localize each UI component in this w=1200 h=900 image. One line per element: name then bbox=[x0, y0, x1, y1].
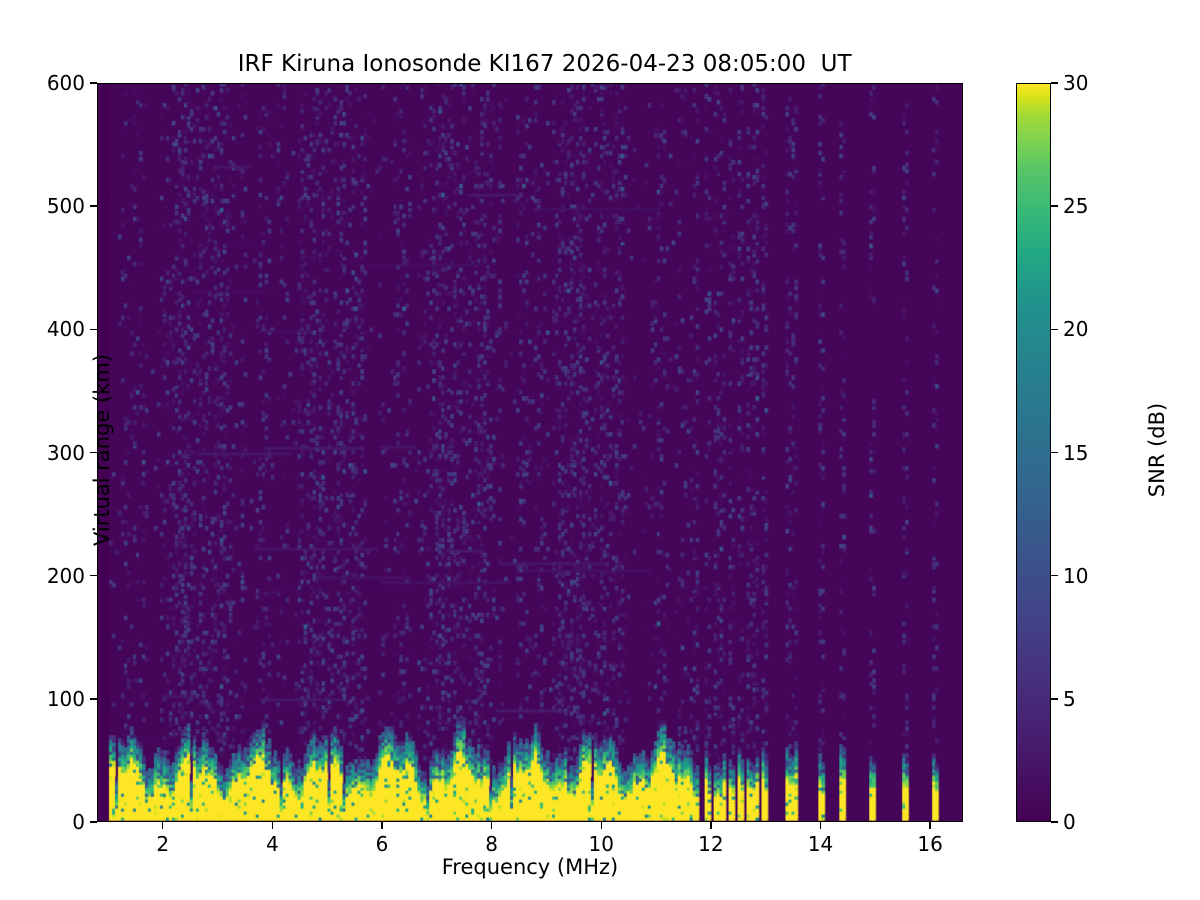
y-tick-label: 0 bbox=[72, 810, 85, 834]
x-tick-mark bbox=[271, 822, 274, 829]
colorbar-tick-mark bbox=[1051, 574, 1058, 577]
y-tick-mark bbox=[90, 574, 97, 577]
colorbar-tick-mark bbox=[1051, 205, 1058, 207]
x-tick-mark bbox=[710, 822, 712, 829]
y-tick-label: 400 bbox=[46, 317, 85, 342]
ionogram-heatmap-canvas bbox=[98, 84, 962, 821]
x-tick-label: 2 bbox=[156, 832, 170, 856]
x-tick-mark bbox=[929, 822, 931, 829]
x-tick-mark bbox=[490, 822, 493, 829]
y-tick-label: 600 bbox=[46, 71, 85, 95]
x-tick-label: 4 bbox=[266, 832, 279, 856]
x-tick-label: 14 bbox=[807, 832, 834, 856]
x-tick-mark bbox=[600, 822, 602, 829]
y-tick-mark bbox=[90, 821, 97, 823]
y-tick-label: 200 bbox=[46, 563, 85, 588]
colorbar-label: SNR (dB) bbox=[1145, 402, 1170, 498]
ionogram-plot-area[interactable] bbox=[97, 83, 963, 822]
colorbar-tick-label: 10 bbox=[1063, 563, 1089, 588]
y-tick-mark bbox=[90, 698, 97, 700]
x-tick-label: 10 bbox=[588, 832, 614, 856]
colorbar-tick-mark bbox=[1051, 698, 1058, 700]
colorbar-tick-label: 25 bbox=[1063, 194, 1089, 219]
x-axis-label: Frequency (MHz) bbox=[441, 855, 619, 879]
colorbar-tick-label: 0 bbox=[1063, 810, 1076, 834]
x-tick-label: 8 bbox=[485, 832, 498, 856]
colorbar-ticks: 0 5 10 15 20 25 30 bbox=[1051, 73, 1131, 832]
x-tick-mark bbox=[819, 822, 822, 829]
y-tick-mark bbox=[90, 451, 97, 454]
x-tick-label: 16 bbox=[917, 832, 943, 856]
colorbar-tick-label: 5 bbox=[1063, 686, 1076, 711]
x-axis-ticks: 2 4 6 8 10 12 14 16 bbox=[97, 822, 963, 862]
x-tick-mark bbox=[381, 822, 383, 829]
y-tick-label: 500 bbox=[46, 194, 85, 219]
y-tick-mark bbox=[90, 205, 97, 207]
colorbar-tick-label: 30 bbox=[1063, 71, 1089, 95]
colorbar bbox=[1016, 83, 1051, 822]
y-tick-mark bbox=[90, 328, 97, 331]
colorbar-tick-mark bbox=[1051, 821, 1058, 823]
x-tick-label: 12 bbox=[698, 832, 724, 856]
colorbar-tick-label: 20 bbox=[1063, 317, 1089, 342]
colorbar-tick-mark bbox=[1051, 82, 1058, 84]
title-line-1: IRF Kiruna Ionosonde KI167 2026-04-23 08… bbox=[237, 50, 852, 77]
y-axis-label: Virtual range (km) bbox=[90, 353, 115, 547]
x-tick-label: 6 bbox=[375, 832, 389, 856]
colorbar-tick-mark bbox=[1051, 451, 1058, 454]
y-tick-label: 100 bbox=[46, 686, 85, 711]
y-axis-ticks: 0 100 200 300 400 500 600 bbox=[0, 73, 97, 832]
y-tick-label: 300 bbox=[46, 440, 85, 465]
colorbar-tick-mark bbox=[1051, 328, 1058, 331]
y-tick-mark bbox=[90, 82, 97, 84]
x-tick-mark bbox=[162, 822, 164, 829]
colorbar-tick-label: 15 bbox=[1063, 440, 1089, 465]
